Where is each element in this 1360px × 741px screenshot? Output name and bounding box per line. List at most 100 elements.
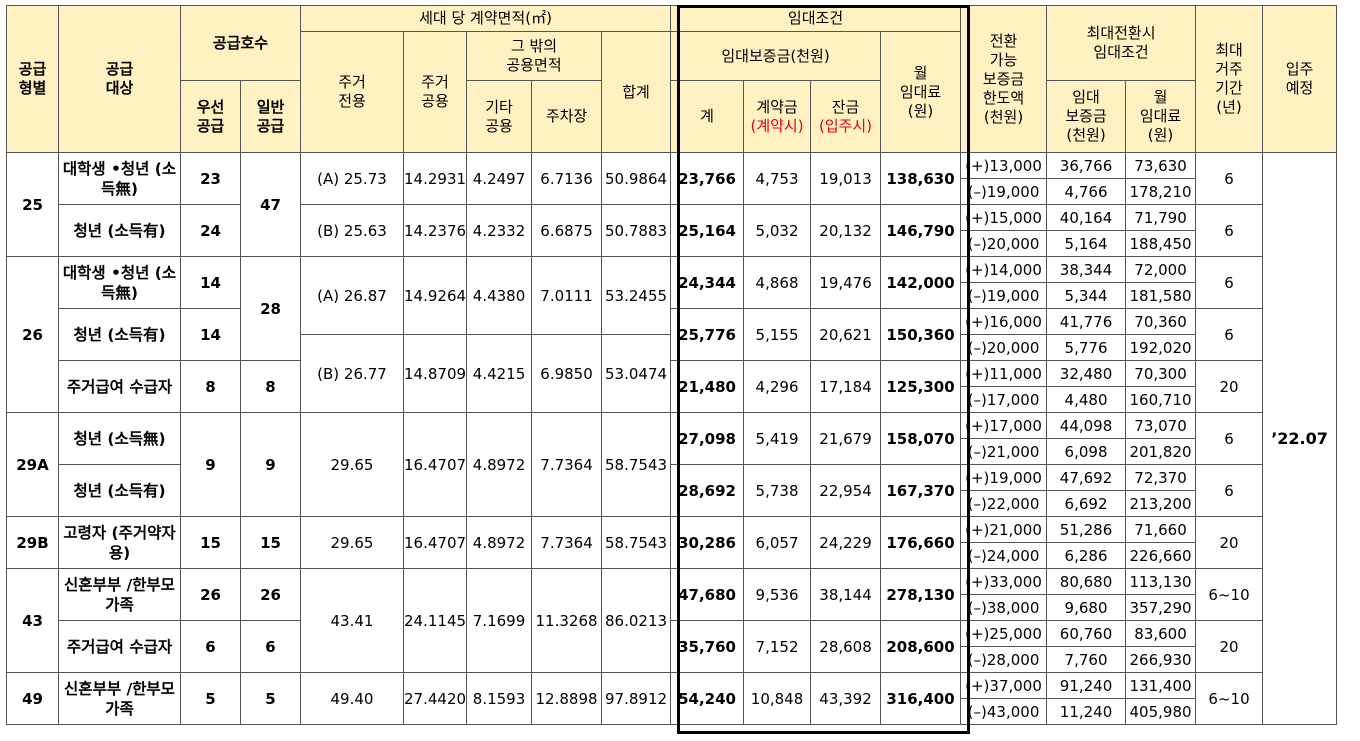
contract-money: 5,419 (743, 412, 812, 465)
monthly-rent: 278,130 (880, 568, 962, 621)
max-rent: 73,070 (1125, 412, 1197, 439)
resid-common: 14.8709 (402, 334, 468, 413)
header-supply-target: 공급 대상 (58, 5, 181, 153)
contract-money: 4,296 (743, 360, 812, 413)
conv-limit: (+)21,000 (960, 516, 1048, 543)
conv-limit: (–)24,000 (960, 542, 1048, 569)
general-units: 15 (240, 516, 301, 569)
conv-limit: (–)22,000 (960, 490, 1048, 517)
max-rent: 73,630 (1125, 152, 1197, 179)
header-general-supply: 일반 공급 (240, 80, 301, 153)
deposit-total: 47,680 (670, 568, 745, 621)
area-total: 86.0213 (601, 568, 672, 673)
conv-limit: (+)14,000 (960, 256, 1048, 283)
resid-common: 27.4420 (402, 672, 468, 725)
general-units: 26 (240, 568, 301, 621)
max-deposit: 60,760 (1046, 620, 1127, 647)
max-period: 6 (1195, 204, 1264, 257)
parking-area: 6.9850 (531, 334, 603, 413)
conv-limit: (–)21,000 (960, 438, 1048, 465)
header-max-deposit: 임대 보증금 (천원) (1046, 80, 1127, 153)
max-deposit: 80,680 (1046, 568, 1127, 595)
move-in-date: ’22.07 (1262, 152, 1338, 725)
deposit-total: 24,344 (670, 256, 745, 309)
monthly-rent: 167,370 (880, 464, 962, 517)
other-common: 4.8972 (466, 412, 533, 517)
deposit-total: 25,776 (670, 308, 745, 361)
monthly-rent: 150,360 (880, 308, 962, 361)
header-deposit-total: 계 (670, 80, 745, 153)
deposit-total: 54,240 (670, 672, 745, 725)
max-period: 6 (1195, 464, 1264, 517)
header-priority-supply: 우선 공급 (180, 80, 241, 153)
priority-units: 5 (180, 672, 241, 725)
max-rent: 266,930 (1125, 646, 1197, 673)
header-max-period: 최대 거주 기간 (년) (1195, 5, 1264, 153)
contract-money: 5,032 (743, 204, 812, 257)
target-cell: 청년 (소득有) (58, 204, 181, 257)
general-units: 5 (240, 672, 301, 725)
target-cell: 주거급여 수급자 (58, 620, 181, 673)
conv-limit: (+)13,000 (960, 152, 1048, 179)
max-rent: 226,660 (1125, 542, 1197, 569)
contract-money: 5,738 (743, 464, 812, 517)
target-cell: 고령자 (주거약자용) (58, 516, 181, 569)
max-deposit: 44,098 (1046, 412, 1127, 439)
other-common: 7.1699 (466, 568, 533, 673)
max-deposit: 36,766 (1046, 152, 1127, 179)
conv-limit: (+)11,000 (960, 360, 1048, 387)
header-balance: 잔금 (입주시) (810, 80, 882, 153)
type-cell: 26 (6, 256, 59, 413)
area-total: 97.8912 (601, 672, 672, 725)
max-deposit: 40,164 (1046, 204, 1127, 231)
conv-limit: (–)17,000 (960, 386, 1048, 413)
monthly-rent: 176,660 (880, 516, 962, 569)
max-deposit: 32,480 (1046, 360, 1127, 387)
resid-exclusive: (A) 26.87 (300, 256, 404, 335)
header-area-total: 합계 (601, 31, 672, 153)
monthly-rent: 146,790 (880, 204, 962, 257)
type-cell: 29B (6, 516, 59, 569)
area-total: 53.0474 (601, 334, 672, 413)
deposit-total: 25,164 (670, 204, 745, 257)
area-total: 50.9864 (601, 152, 672, 205)
balance-label: 잔금 (831, 97, 860, 116)
max-rent: 201,820 (1125, 438, 1197, 465)
balance: 19,476 (810, 256, 882, 309)
max-period: 6~10 (1195, 568, 1264, 621)
balance: 24,229 (810, 516, 882, 569)
balance: 38,144 (810, 568, 882, 621)
max-deposit: 6,286 (1046, 542, 1127, 569)
max-period: 20 (1195, 516, 1264, 569)
balance: 28,608 (810, 620, 882, 673)
max-rent: 181,580 (1125, 282, 1197, 309)
balance: 22,954 (810, 464, 882, 517)
deposit-total: 27,098 (670, 412, 745, 465)
max-deposit: 91,240 (1046, 672, 1127, 699)
contract-money: 9,536 (743, 568, 812, 621)
resid-exclusive: 29.65 (300, 412, 404, 517)
contract-money-note: (계약시) (750, 116, 804, 135)
max-deposit: 11,240 (1046, 698, 1127, 725)
header-max-rent: 월 임대료 (원) (1125, 80, 1197, 153)
resid-exclusive: 49.40 (300, 672, 404, 725)
header-max-conversion: 최대전환시 임대조건 (1046, 5, 1197, 81)
general-units: 9 (240, 412, 301, 517)
balance-note: (입주시) (818, 116, 873, 135)
conv-limit: (–)20,000 (960, 334, 1048, 361)
conv-limit: (–)28,000 (960, 646, 1048, 673)
deposit-total: 21,480 (670, 360, 745, 413)
target-cell: 대학생 •청년 (소득無) (58, 256, 181, 309)
area-total: 53.2455 (601, 256, 672, 335)
resid-common: 14.2931 (402, 152, 468, 205)
max-rent: 405,980 (1125, 698, 1197, 725)
conv-limit: (+)17,000 (960, 412, 1048, 439)
lease-conditions-table: 공급 형별 공급 대상 공급호수 세대 당 계약면적(㎡) 임대조건 전환 가능… (6, 5, 1338, 725)
priority-units: 15 (180, 516, 241, 569)
max-rent: 160,710 (1125, 386, 1197, 413)
max-rent: 70,300 (1125, 360, 1197, 387)
max-deposit: 51,286 (1046, 516, 1127, 543)
conv-limit: (+)37,000 (960, 672, 1048, 699)
parking-area: 6.7136 (531, 152, 603, 205)
max-deposit: 4,480 (1046, 386, 1127, 413)
